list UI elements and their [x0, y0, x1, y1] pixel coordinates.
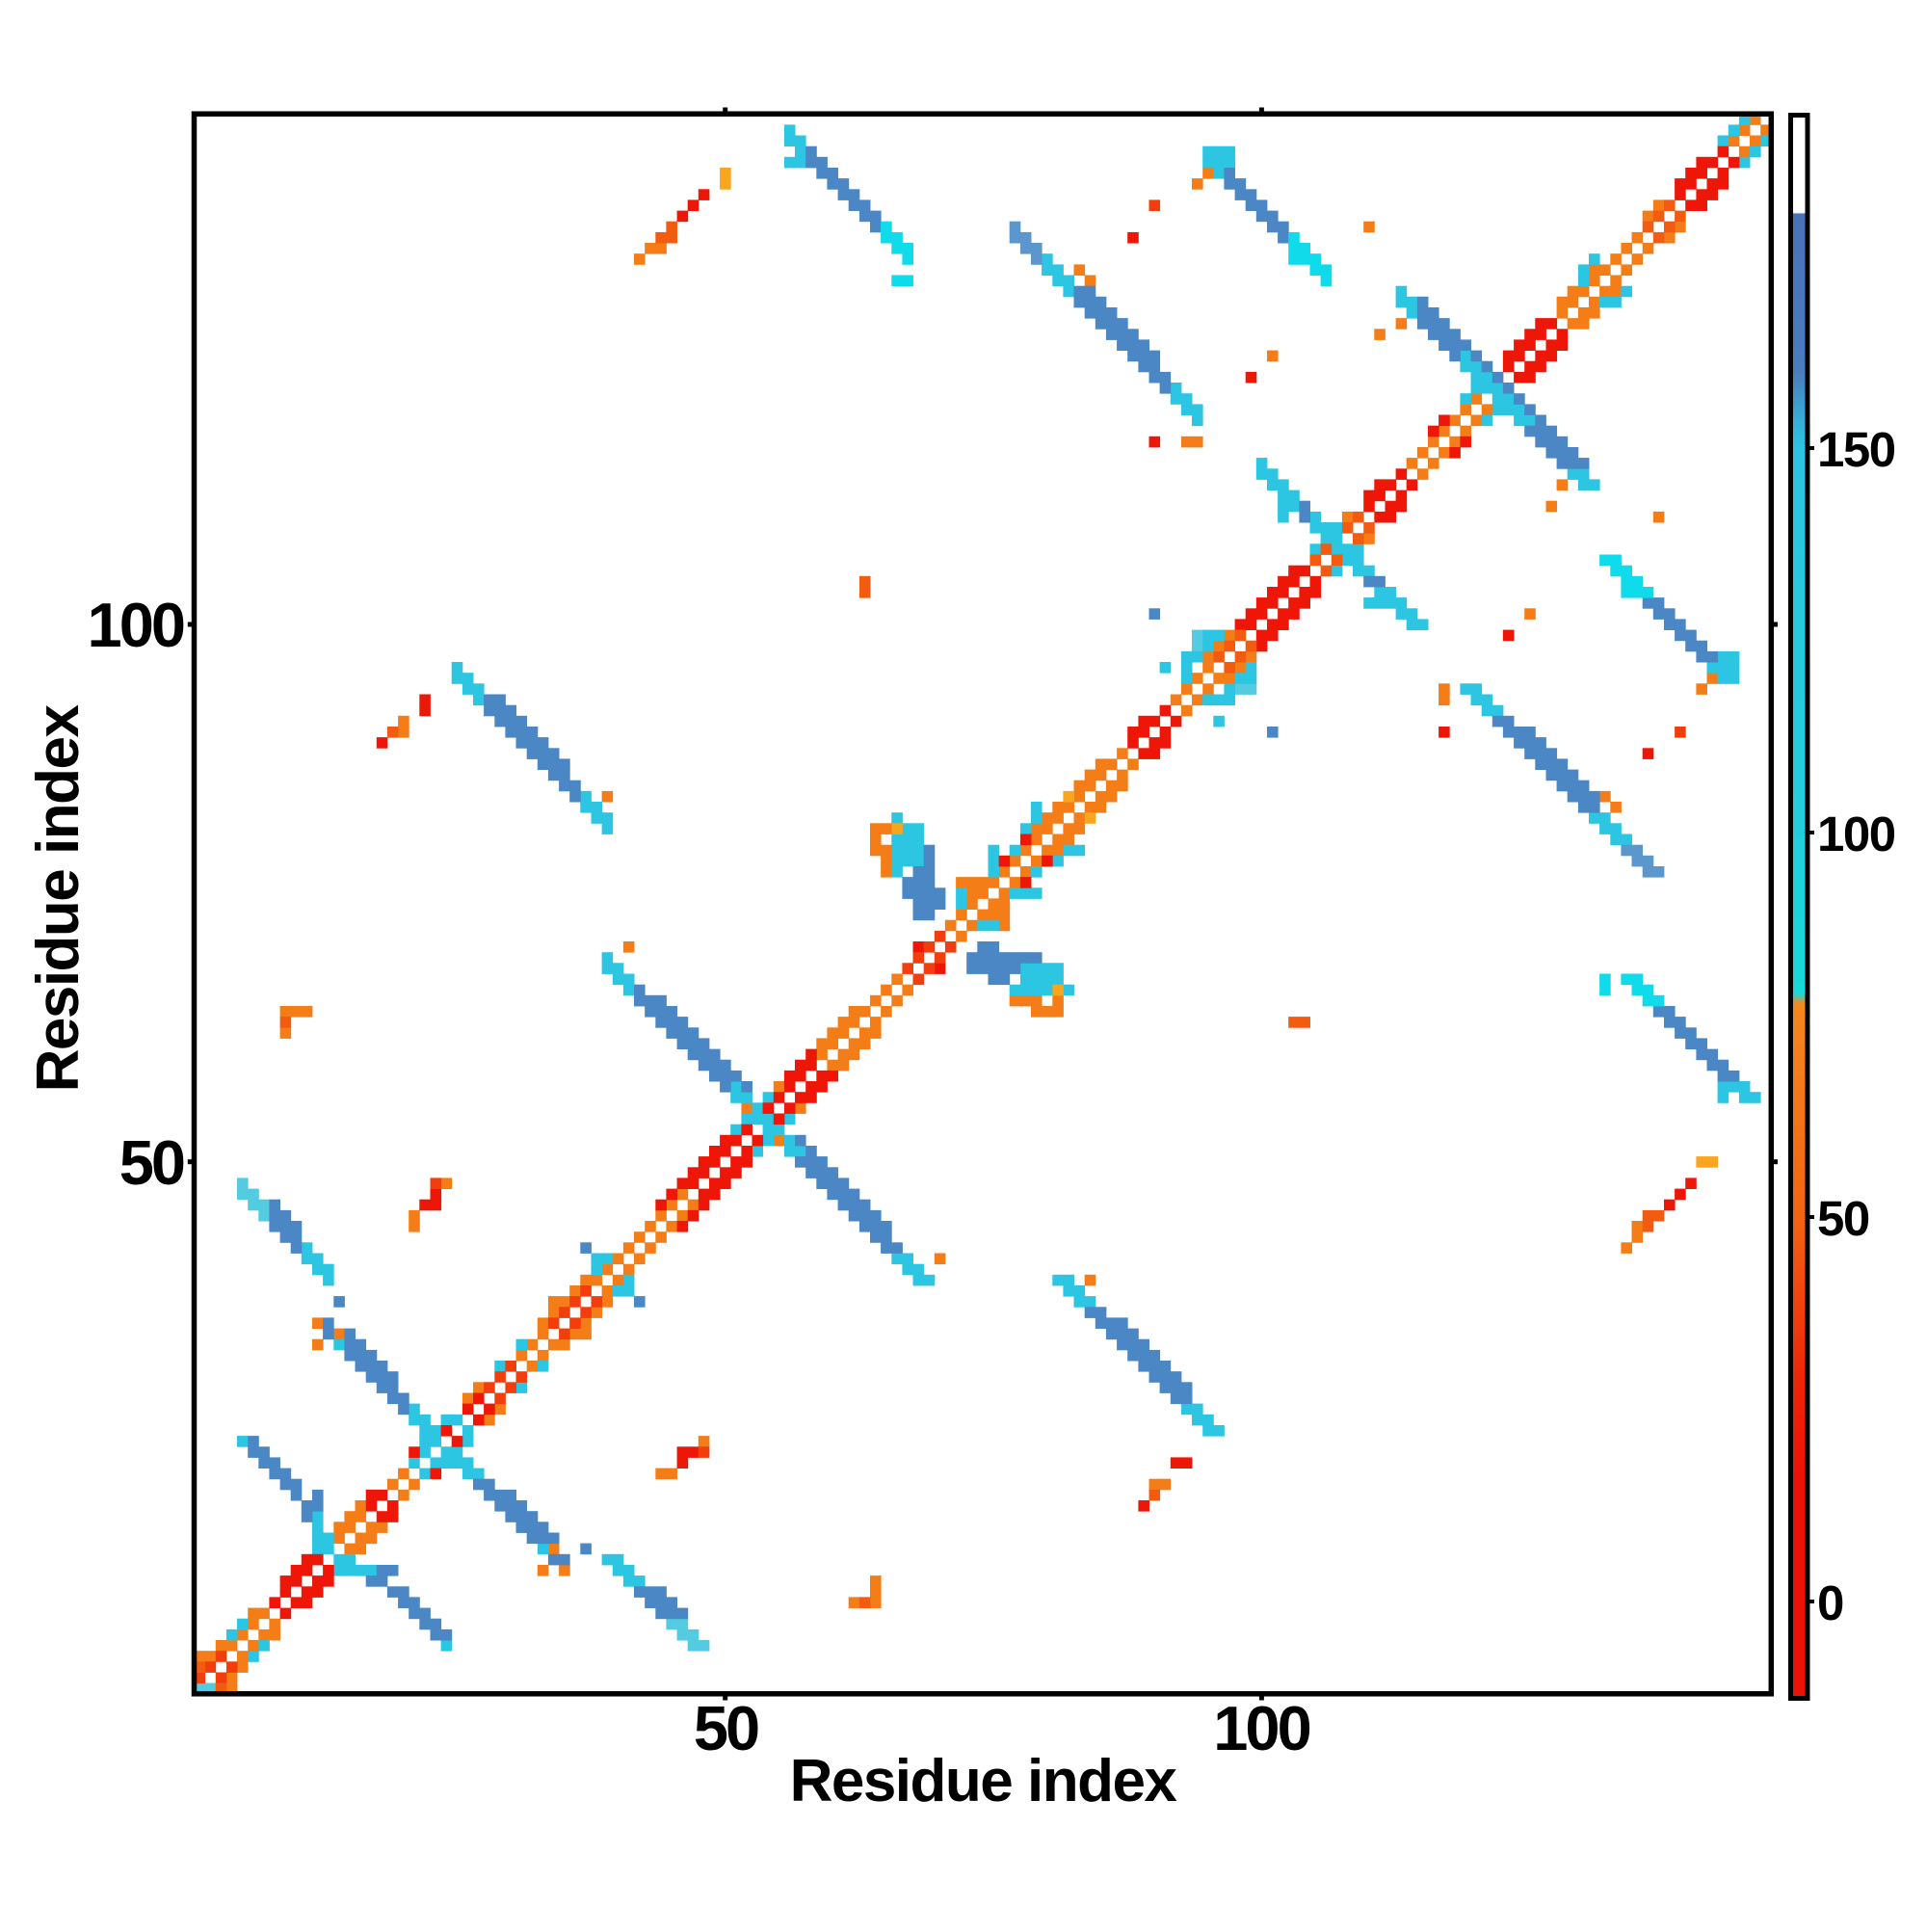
- svg-text:150: 150: [1817, 422, 1895, 477]
- svg-text:100: 100: [1213, 1693, 1309, 1763]
- svg-text:Residue index: Residue index: [25, 704, 92, 1093]
- svg-text:Residue index: Residue index: [790, 1748, 1178, 1814]
- svg-text:100: 100: [88, 590, 184, 660]
- svg-text:50: 50: [119, 1127, 184, 1198]
- svg-text:100: 100: [1817, 807, 1895, 861]
- svg-text:0: 0: [1817, 1575, 1843, 1630]
- svg-text:50: 50: [1817, 1191, 1869, 1246]
- svg-text:50: 50: [694, 1693, 758, 1763]
